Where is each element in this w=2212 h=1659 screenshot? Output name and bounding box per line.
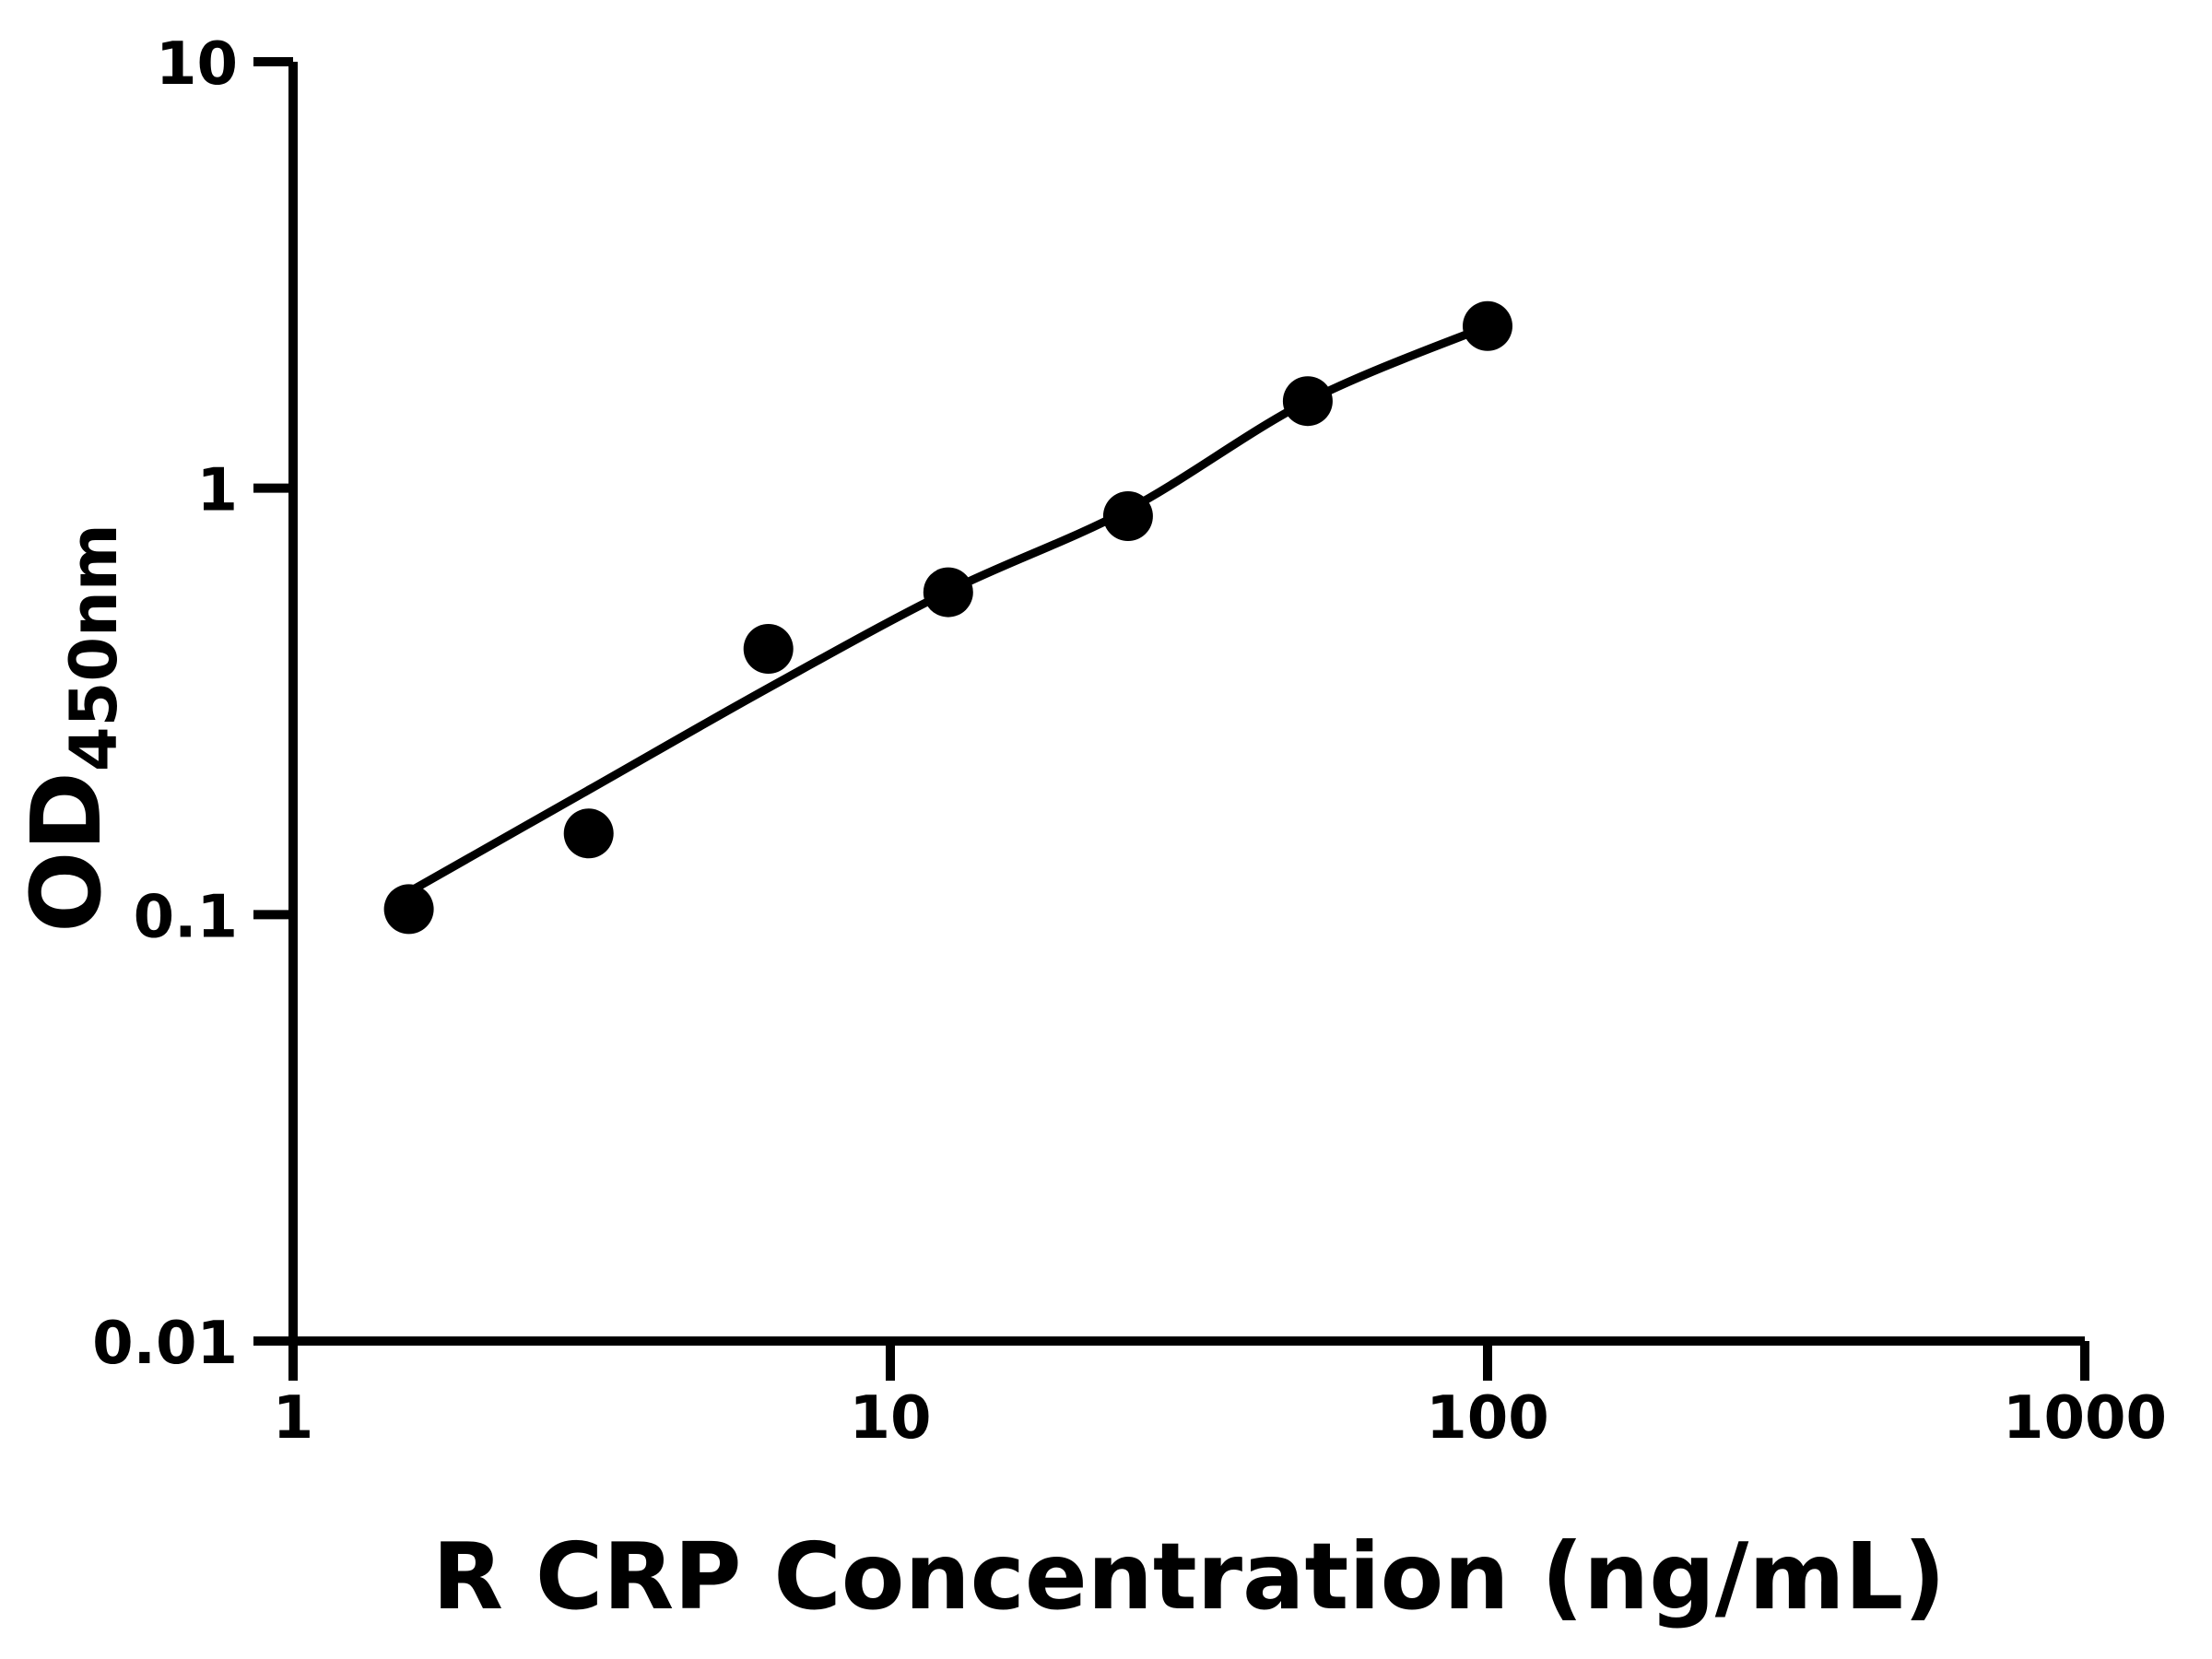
- data-point-marker: [383, 884, 434, 935]
- y-axis-tick-label: 10: [156, 30, 238, 99]
- data-points: [383, 300, 1512, 935]
- data-point-marker: [1102, 491, 1153, 541]
- axis-ticks: [253, 57, 2089, 1381]
- axis-tick-labels: 10 1 0.1 0.01 1 10 100 1000: [92, 30, 2167, 1453]
- y-axis-tick-label: 0.01: [92, 1310, 238, 1378]
- x-axis-title: R CRP Concentration (ng/mL): [432, 1523, 1946, 1630]
- y-axis-title-main: OD: [10, 771, 123, 933]
- data-point-marker: [743, 624, 794, 674]
- data-point-marker: [923, 567, 973, 618]
- x-axis-tick-label: 1000: [2003, 1384, 2167, 1453]
- y-axis-title: OD450nm: [10, 524, 132, 933]
- data-point-marker: [563, 808, 614, 859]
- y-axis-tick-label: 1: [196, 457, 238, 525]
- x-axis-tick-label: 1: [273, 1384, 314, 1453]
- x-axis-tick-label: 10: [849, 1384, 931, 1453]
- y-axis-tick-label: 0.1: [134, 883, 238, 951]
- x-axis-tick-label: 100: [1426, 1384, 1549, 1453]
- y-axis-title-subscript: 450nm: [56, 524, 132, 771]
- data-point-marker: [1282, 376, 1333, 427]
- data-point-marker: [1463, 300, 1512, 351]
- axes: [288, 62, 2085, 1346]
